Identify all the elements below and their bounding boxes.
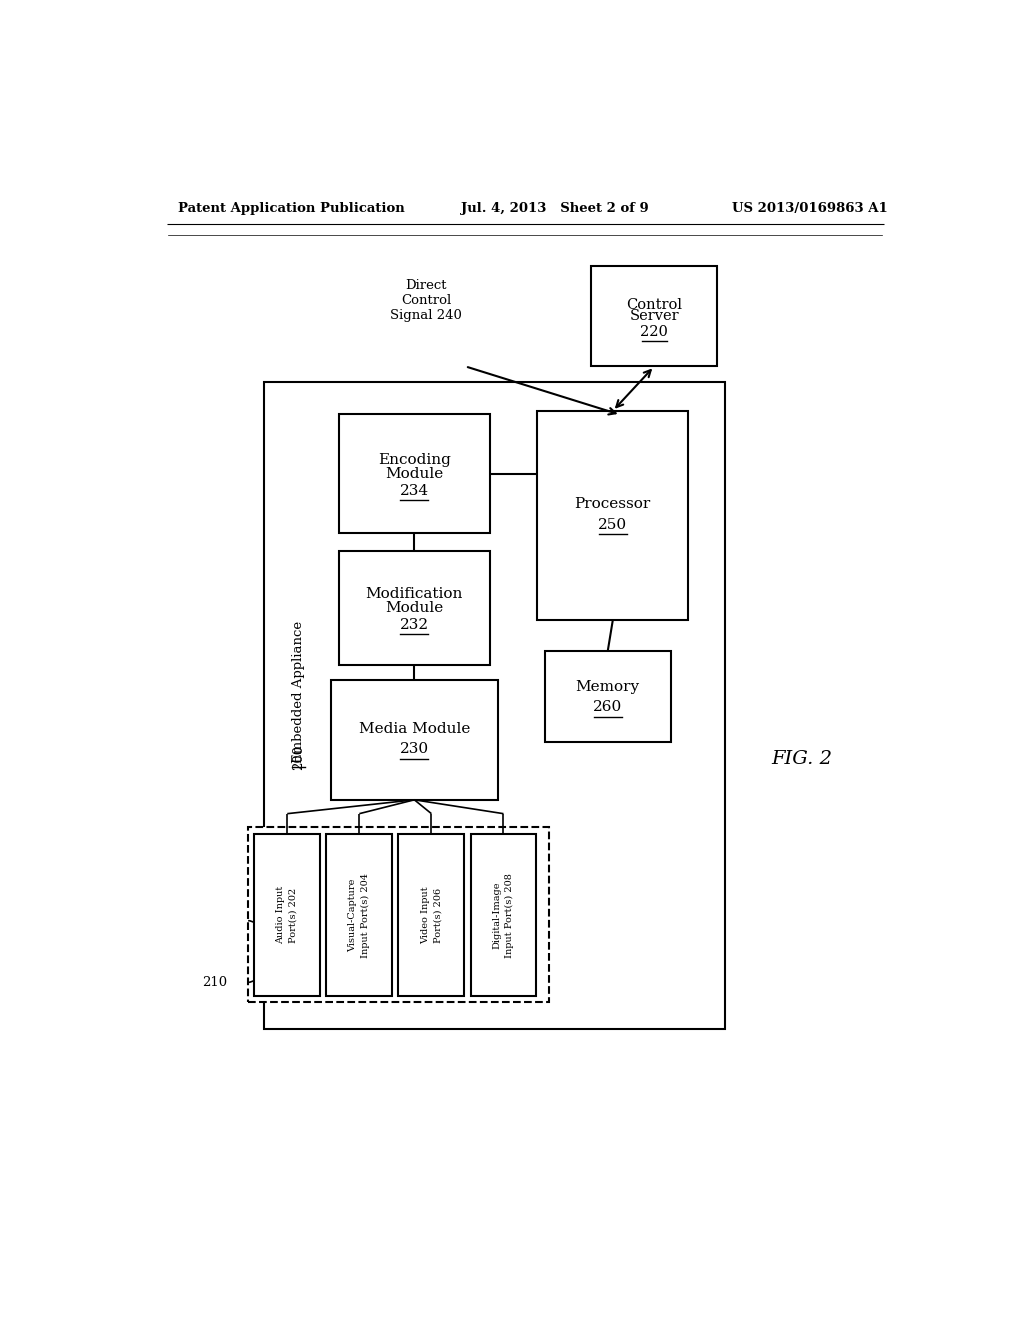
- Text: Visual-Capture
Input Port(s) 204: Visual-Capture Input Port(s) 204: [348, 873, 371, 958]
- Text: Digital-Image
Input Port(s) 208: Digital-Image Input Port(s) 208: [493, 873, 514, 958]
- Bar: [327, 834, 392, 997]
- Bar: [339, 414, 489, 533]
- Text: 260: 260: [593, 701, 623, 714]
- Bar: [545, 651, 671, 742]
- Text: 220: 220: [640, 325, 669, 339]
- Text: Module: Module: [385, 467, 443, 480]
- Text: 250: 250: [598, 517, 628, 532]
- Text: Audio Input
Port(s) 202: Audio Input Port(s) 202: [276, 886, 298, 944]
- Bar: [471, 834, 537, 997]
- Text: Control: Control: [627, 298, 682, 312]
- Text: Server: Server: [630, 309, 679, 323]
- Text: Media Module: Media Module: [358, 722, 470, 737]
- Text: Direct
Control
Signal 240: Direct Control Signal 240: [390, 280, 462, 322]
- Text: Processor: Processor: [574, 498, 651, 511]
- Text: Modification: Modification: [366, 587, 463, 601]
- Text: US 2013/0169863 A1: US 2013/0169863 A1: [732, 202, 888, 215]
- Bar: [592, 267, 717, 367]
- Bar: [538, 411, 688, 620]
- Bar: [248, 826, 549, 1002]
- Text: 200: 200: [292, 744, 305, 770]
- Bar: [254, 834, 321, 997]
- Text: Video Input
Port(s) 206: Video Input Port(s) 206: [421, 887, 442, 944]
- Text: Memory: Memory: [575, 680, 640, 694]
- Text: FIG. 2: FIG. 2: [772, 750, 833, 768]
- Text: 210: 210: [202, 975, 227, 989]
- Bar: [263, 381, 725, 1028]
- Text: 234: 234: [399, 483, 429, 498]
- Bar: [339, 552, 489, 665]
- Text: 230: 230: [399, 742, 429, 756]
- Text: Module: Module: [385, 601, 443, 615]
- Text: Encoding: Encoding: [378, 453, 451, 467]
- Text: 232: 232: [399, 618, 429, 632]
- Bar: [398, 834, 464, 997]
- Bar: [331, 681, 498, 800]
- Text: Patent Application Publication: Patent Application Publication: [178, 202, 406, 215]
- Text: Embedded Appliance: Embedded Appliance: [292, 622, 305, 763]
- Text: Jul. 4, 2013   Sheet 2 of 9: Jul. 4, 2013 Sheet 2 of 9: [461, 202, 649, 215]
